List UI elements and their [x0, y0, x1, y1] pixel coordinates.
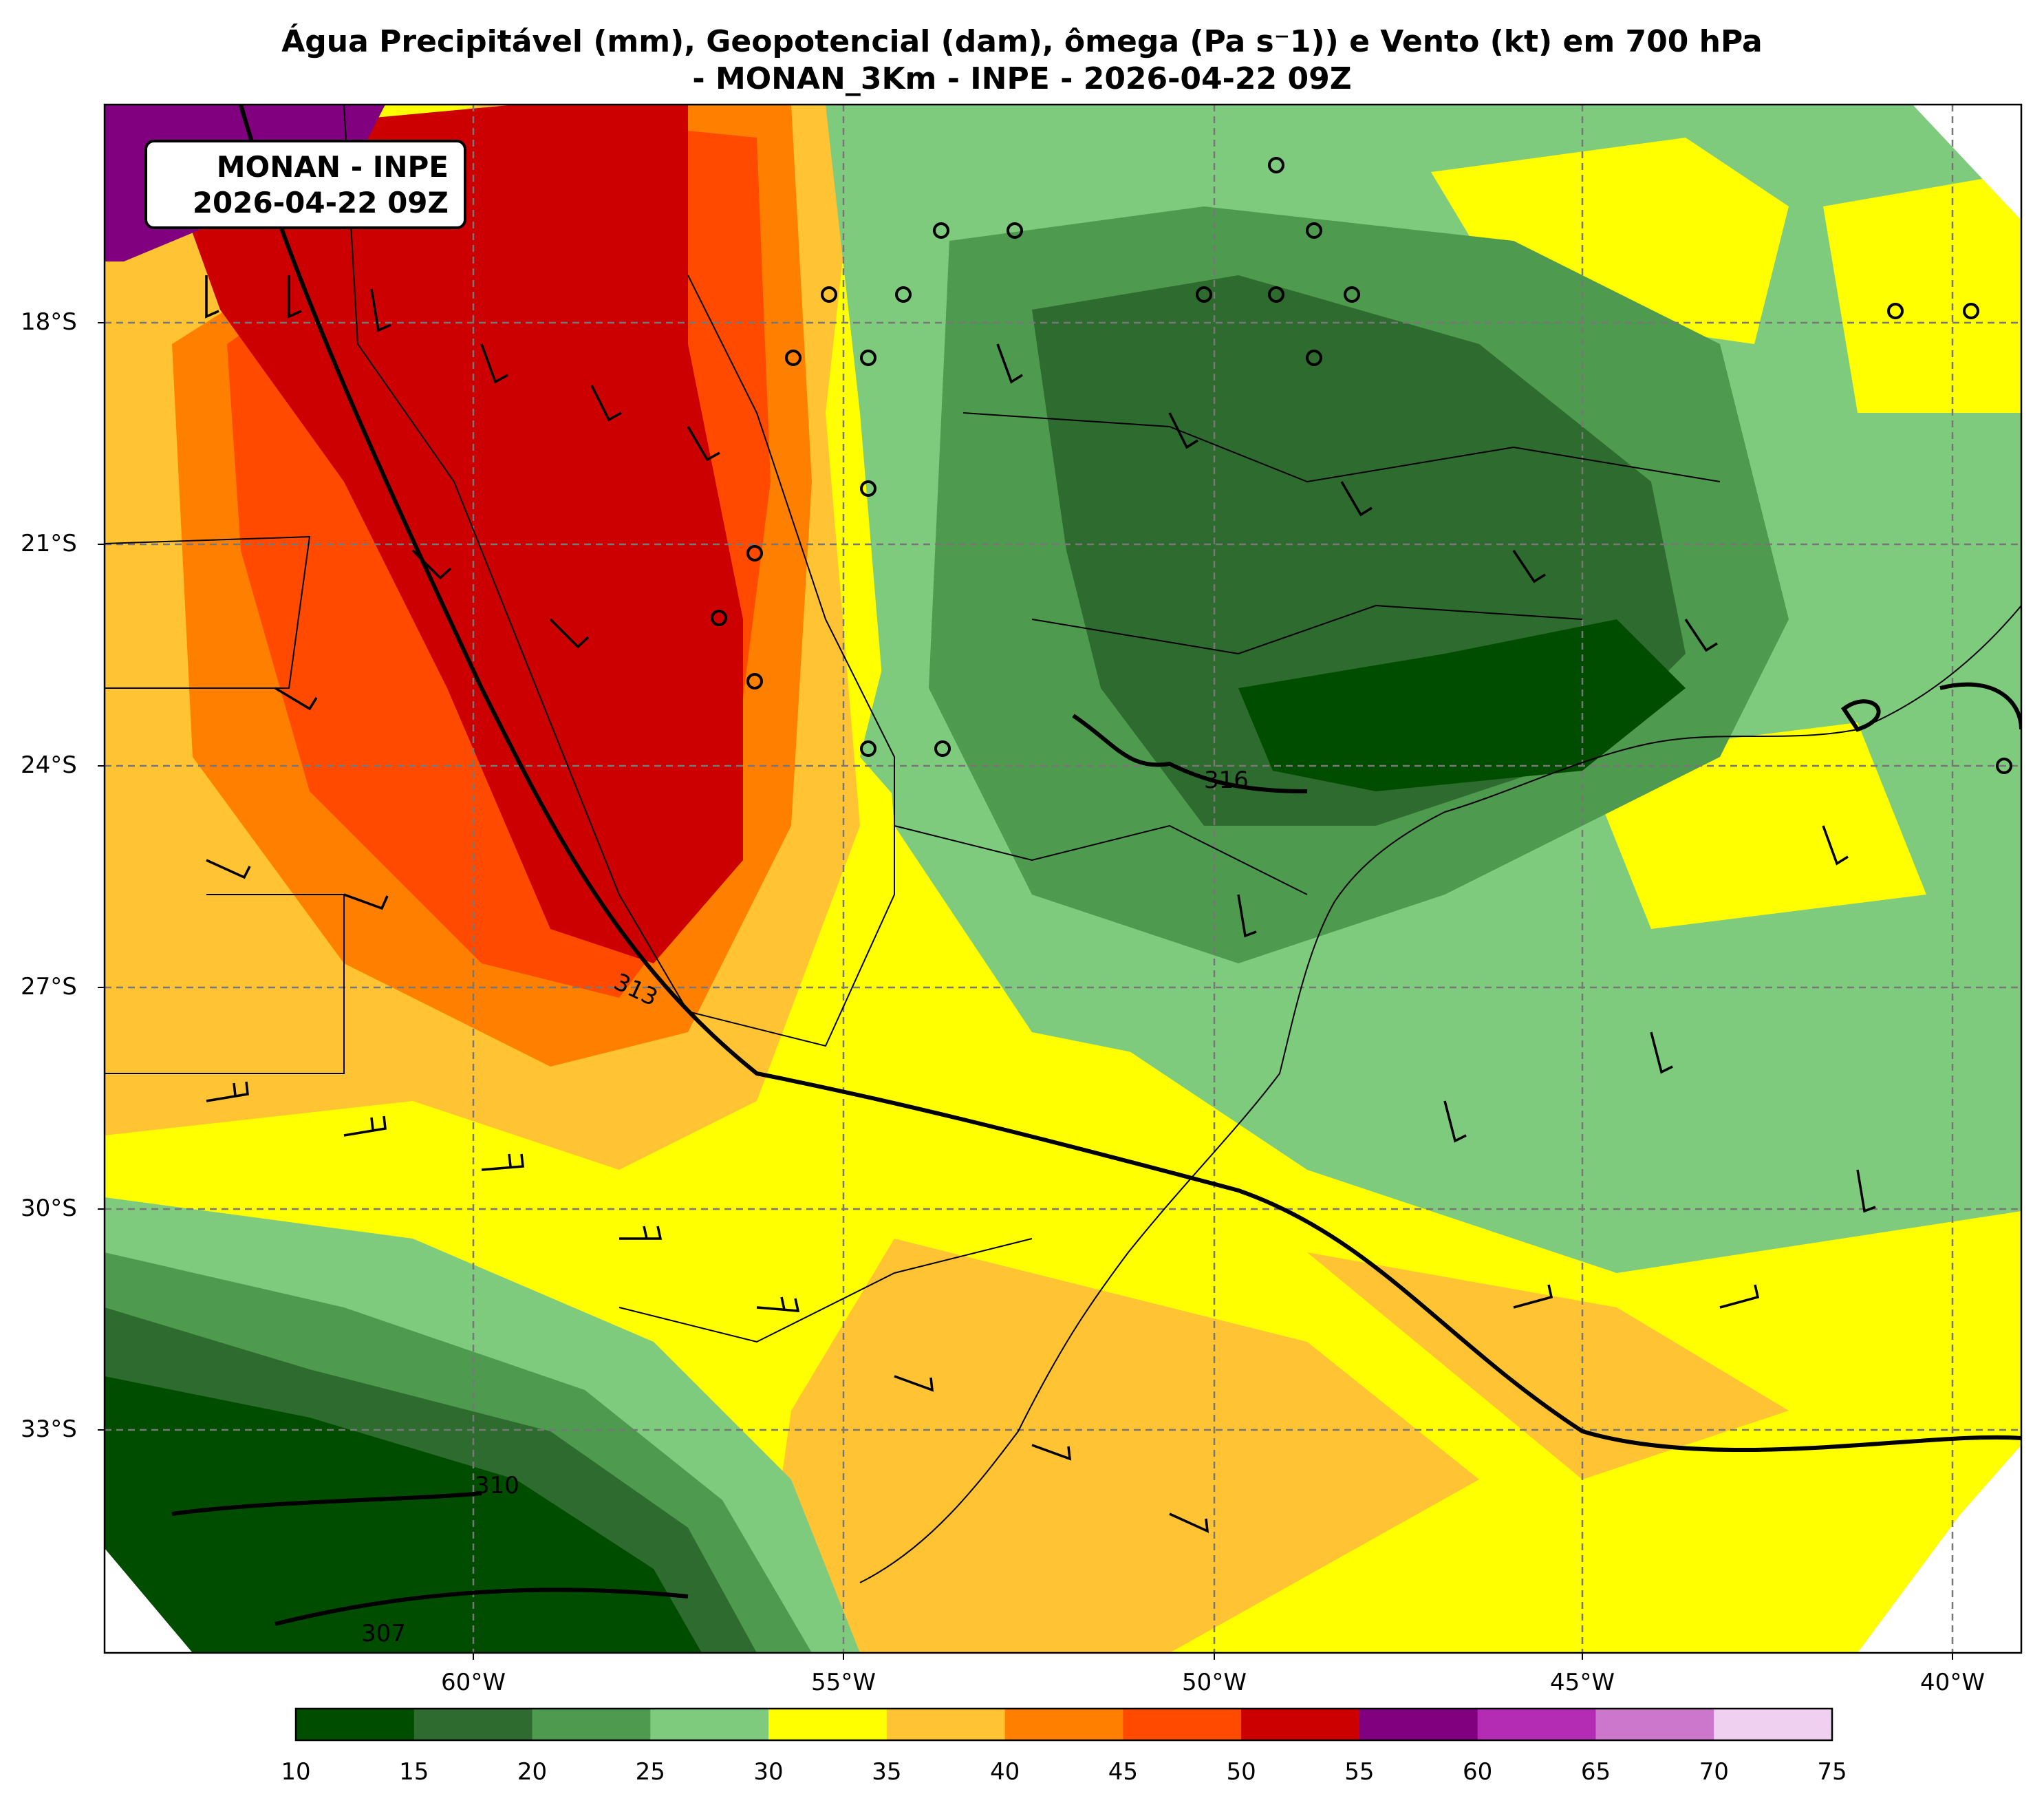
lon-tick-50w: 50°W — [1182, 1669, 1247, 1696]
plot-frame — [103, 103, 2023, 1654]
graticule — [105, 105, 2021, 1653]
chart-title-line2: - MONAN_3Km - INPE - 2026-04-22 09Z — [692, 61, 1352, 96]
calm-wind-circles — [711, 157, 2012, 774]
colorbar-tick-label: 40 — [989, 1758, 1020, 1786]
lat-tick-21s: 21°S — [21, 530, 77, 557]
lon-tick-45w: 45°W — [1550, 1669, 1615, 1696]
colorbar-tick-label: 15 — [399, 1758, 429, 1786]
colorbar-tick-label: 45 — [1108, 1758, 1139, 1786]
colorbar-tick-label: 70 — [1699, 1758, 1729, 1786]
map-field-layer — [105, 105, 2021, 1653]
lon-tick-60w: 60°W — [441, 1669, 506, 1696]
colorbar-tick-label: 65 — [1580, 1758, 1611, 1786]
colorbar-tick-label: 30 — [753, 1758, 784, 1786]
colorbar-tick-label: 75 — [1817, 1758, 1847, 1786]
lon-tick-40w: 40°W — [1920, 1669, 1985, 1696]
colorbar-tick-label: 35 — [872, 1758, 902, 1786]
model-stamp-box: MONAN - INPE 2026-04-22 09Z — [144, 140, 466, 229]
chart-title-line1: Água Precipitável (mm), Geopotencial (da… — [281, 24, 1763, 59]
lon-tick-55w: 55°W — [811, 1669, 876, 1696]
contour-label-310: 310 — [475, 1472, 519, 1499]
colorbar-tick-label: 55 — [1344, 1758, 1375, 1786]
stamp-line1: MONAN - INPE — [216, 150, 449, 184]
wind-barbs — [205, 275, 1876, 1533]
lat-tick-24s: 24°S — [21, 751, 77, 779]
stamp-line2: 2026-04-22 09Z — [192, 186, 449, 220]
lat-tick-33s: 33°S — [21, 1415, 77, 1443]
lat-tick-30s: 30°S — [21, 1195, 77, 1222]
colorbar-tick-label: 10 — [281, 1758, 311, 1786]
colorbar-tick-label: 50 — [1226, 1758, 1256, 1786]
contour-label-316: 316 — [1204, 767, 1249, 794]
colorbar-tick-label: 25 — [635, 1758, 665, 1786]
political-borders — [105, 105, 2021, 1583]
colorbar-tick-label: 20 — [517, 1758, 548, 1786]
lat-tick-18s: 18°S — [21, 308, 77, 336]
contour-label-307: 307 — [361, 1620, 406, 1647]
colorbar-tick-label: 60 — [1463, 1758, 1493, 1786]
lat-tick-27s: 27°S — [21, 973, 77, 1001]
